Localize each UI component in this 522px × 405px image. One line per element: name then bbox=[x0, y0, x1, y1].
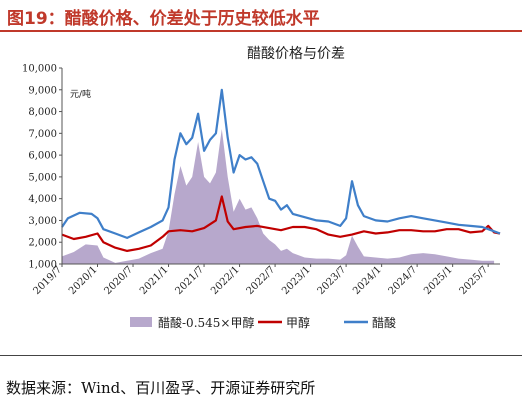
legend-label-acetic: 醋酸 bbox=[372, 315, 396, 330]
y-tick-label: 8,000 bbox=[28, 107, 57, 118]
y-tick-label: 3,000 bbox=[28, 216, 57, 227]
x-tick-label: 2021/1 bbox=[138, 264, 171, 297]
y-tick-label: 2,000 bbox=[28, 238, 57, 249]
x-tick-label: 2024/1 bbox=[351, 264, 384, 297]
series-line-acetic bbox=[61, 88, 501, 239]
y-tick-label: 6,000 bbox=[28, 151, 57, 162]
y-tick-label: 10,000 bbox=[22, 64, 57, 75]
x-tick-label: 2023/1 bbox=[280, 264, 313, 297]
x-tick-label: 2021/7 bbox=[174, 264, 207, 297]
figure-title: 图19：醋酸价格、价差处于历史较低水平 bbox=[7, 9, 320, 29]
series-line-methanol bbox=[61, 195, 501, 252]
y-tick-label: 4,000 bbox=[28, 194, 57, 205]
legend: 醋酸-0.545×甲醇 甲醇 醋酸 bbox=[130, 315, 396, 330]
chart: 醋酸价格与价差 元/吨 1,000 2,000 3,000 4,000 5,000 6,0… bbox=[22, 46, 501, 330]
x-tick-label: 2023/7 bbox=[316, 264, 349, 297]
x-tick-label: 2022/7 bbox=[245, 264, 278, 297]
y-tick-label: 7,000 bbox=[28, 129, 57, 140]
x-tick-label: 2025/1 bbox=[422, 264, 455, 297]
x-tick-label: 2024/7 bbox=[387, 264, 420, 297]
x-tick-label: 2022/1 bbox=[209, 264, 242, 297]
y-tick-label: 9,000 bbox=[28, 85, 57, 96]
legend-swatch-spread bbox=[130, 317, 152, 327]
x-tick-label: 2020/1 bbox=[67, 264, 100, 297]
bottom-rule bbox=[0, 355, 522, 356]
chart-title: 醋酸价格与价差 bbox=[247, 46, 345, 62]
legend-label-spread: 醋酸-0.545×甲醇 bbox=[158, 315, 254, 330]
y-tick-label: 5,000 bbox=[28, 172, 57, 183]
legend-label-methanol: 甲醇 bbox=[286, 315, 310, 330]
unit-label: 元/吨 bbox=[70, 88, 91, 100]
title-rule bbox=[0, 30, 522, 32]
series-area-spread bbox=[62, 129, 495, 264]
y-tick-label: 1,000 bbox=[28, 260, 57, 271]
source-note: 数据来源：Wind、百川盈孚、开源证券研究所 bbox=[6, 379, 316, 397]
x-tick-label: 2020/7 bbox=[102, 264, 135, 297]
x-tick-label: 2025/7 bbox=[458, 264, 491, 297]
